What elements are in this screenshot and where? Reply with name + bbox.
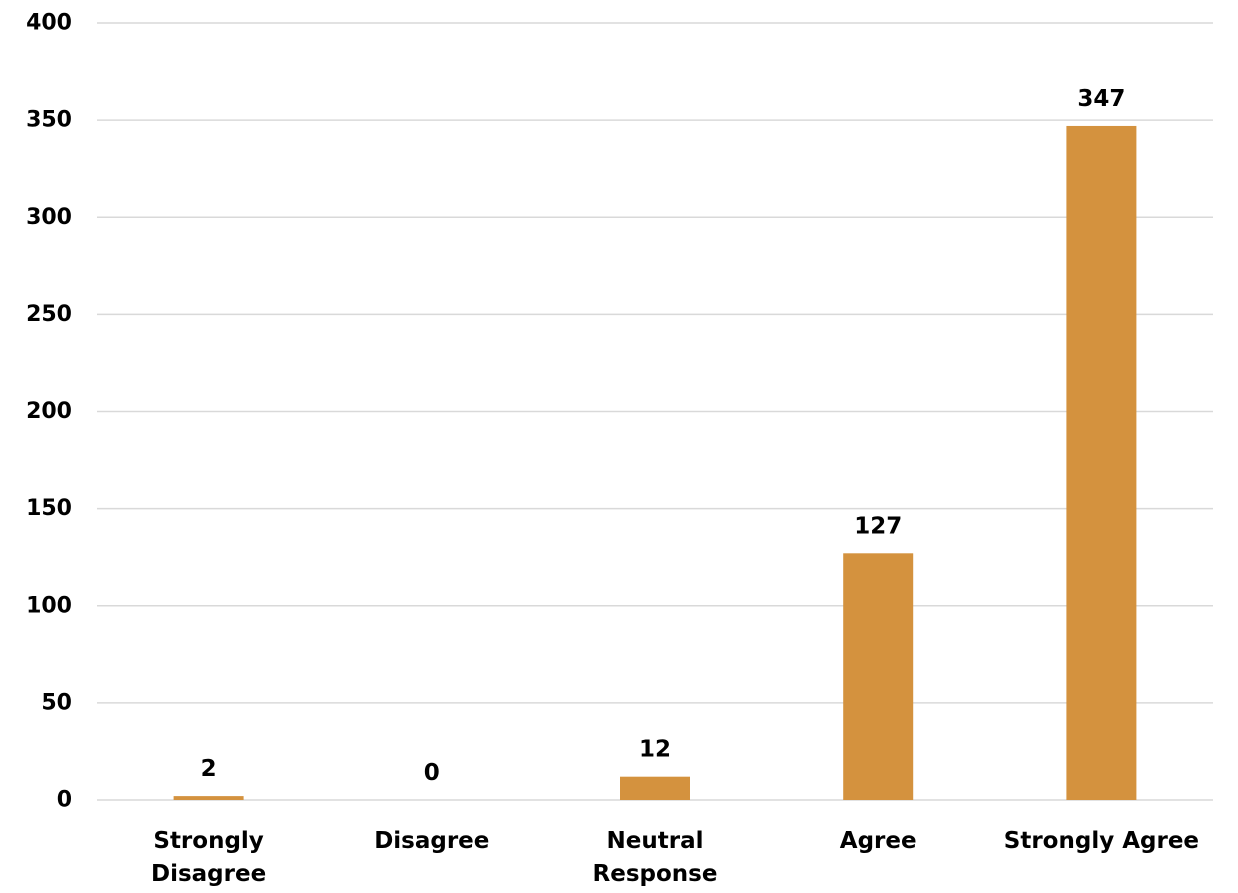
x-axis-category-labels: Strongly Disagree Disagree Neutral Response A… bbox=[151, 828, 1199, 887]
y-tick-label: 50 bbox=[41, 690, 72, 715]
x-category-label: Disagree bbox=[374, 828, 489, 854]
x-category-label-line: Agree bbox=[840, 828, 917, 854]
x-category-label: Strongly Agree bbox=[1004, 828, 1199, 854]
x-category-label-line: Disagree bbox=[374, 828, 489, 854]
x-category-label-line: Neutral bbox=[607, 828, 704, 854]
y-tick-label: 200 bbox=[26, 399, 72, 424]
y-tick-label: 100 bbox=[26, 593, 72, 618]
x-category-label: Agree bbox=[840, 828, 917, 854]
bar bbox=[1066, 125, 1137, 800]
y-axis-tick-labels: 0 50 100 150 200 250 300 350 400 bbox=[26, 11, 72, 813]
x-category-label: Strongly Disagree bbox=[151, 828, 266, 887]
x-category-label-line: Disagree bbox=[151, 861, 266, 887]
data-label: 2 bbox=[201, 756, 217, 782]
data-label: 12 bbox=[639, 737, 671, 763]
data-labels: 2 0 12 127 347 bbox=[201, 86, 1126, 786]
y-tick-label: 350 bbox=[26, 108, 72, 133]
x-category-label-line: Response bbox=[593, 861, 718, 887]
y-tick-label: 150 bbox=[26, 496, 72, 521]
bar bbox=[620, 776, 690, 800]
y-tick-label: 0 bbox=[57, 788, 72, 813]
data-label: 127 bbox=[854, 513, 902, 539]
bar bbox=[173, 796, 244, 800]
x-category-label-line: Strongly bbox=[153, 828, 263, 854]
x-category-label-line: Strongly Agree bbox=[1004, 828, 1199, 854]
y-tick-label: 300 bbox=[26, 205, 72, 230]
data-label: 347 bbox=[1077, 86, 1125, 112]
y-tick-label: 400 bbox=[26, 11, 72, 36]
gridlines bbox=[97, 22, 1213, 801]
y-tick-label: 250 bbox=[26, 302, 72, 327]
data-label: 0 bbox=[424, 760, 440, 786]
bars bbox=[173, 125, 1137, 800]
bar bbox=[843, 553, 914, 800]
x-category-label: Neutral Response bbox=[593, 828, 718, 887]
